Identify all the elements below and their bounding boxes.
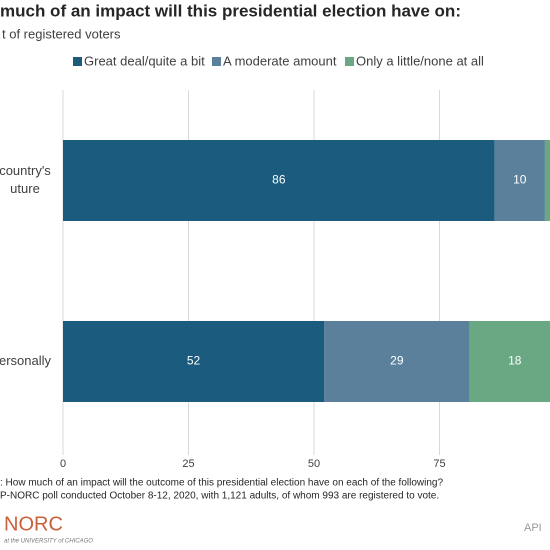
x-tick-label: 25 [182, 458, 194, 470]
value-label: 52 [187, 354, 201, 368]
logo: NORC [4, 513, 63, 535]
legend-swatch [73, 57, 82, 66]
chart-subtitle: t of registered voters [2, 26, 121, 41]
legend-label: A moderate amount [223, 53, 337, 68]
x-tick-label: 75 [433, 458, 445, 470]
legend-label: Only a little/none at all [356, 53, 484, 68]
bar-segment [469, 321, 550, 402]
bar-segment [63, 140, 495, 221]
note: : How much of an impact will the outcome… [0, 478, 443, 489]
value-label: 86 [272, 173, 286, 187]
bar-segment [494, 140, 545, 221]
corner-label: API [524, 522, 542, 534]
legend-swatch [212, 57, 221, 66]
logo-subtitle: at the UNIVERSITY of CHICAGO [4, 539, 93, 545]
chart-title: much of an impact will this presidential… [0, 1, 461, 20]
value-label: 29 [390, 354, 404, 368]
x-tick-label: 50 [308, 458, 320, 470]
category-label: ersonally [0, 353, 52, 368]
category-label: uture [10, 181, 40, 196]
bar-segment [544, 140, 550, 221]
x-tick-label: 0 [60, 458, 66, 470]
value-label: 10 [513, 173, 527, 187]
category-label: country's [0, 163, 51, 178]
legend-label: Great deal/quite a bit [84, 53, 205, 68]
legend-swatch [345, 57, 354, 66]
bar-segment [63, 321, 325, 402]
bar-segment [324, 321, 470, 402]
value-label: 18 [508, 354, 522, 368]
note: P-NORC poll conducted October 8-12, 2020… [0, 491, 439, 502]
